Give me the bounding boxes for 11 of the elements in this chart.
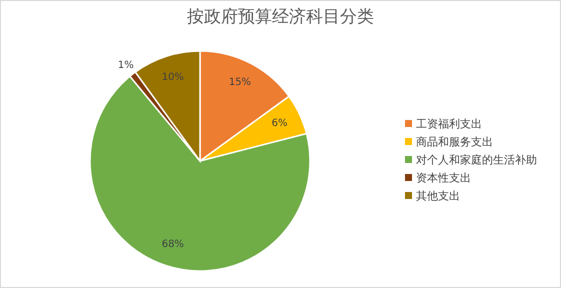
- data-label: 10%: [162, 72, 184, 83]
- data-label: 1%: [118, 60, 134, 71]
- legend-label: 资本性支出: [416, 172, 471, 184]
- legend-label: 对个人和家庭的生活补助: [416, 154, 537, 166]
- legend-label: 其他支出: [416, 190, 460, 202]
- data-label: 15%: [228, 77, 252, 88]
- data-label: 6%: [272, 118, 288, 130]
- legend-label: 商品和服务支出: [416, 136, 493, 148]
- legend-label: 工资福利支出: [416, 118, 482, 130]
- data-label: 68%: [162, 239, 184, 250]
- chart-title: 按政府预算经济科目分类: [187, 7, 374, 27]
